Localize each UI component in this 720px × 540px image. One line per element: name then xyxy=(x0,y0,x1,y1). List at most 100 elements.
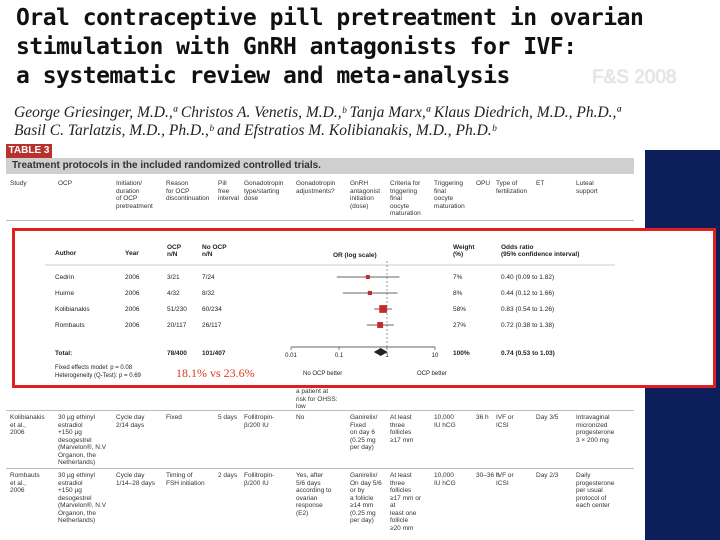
forest-header-no-ocp: No OCP n/N xyxy=(202,244,227,258)
forest-header-ocp: OCP n/N xyxy=(167,244,182,258)
forest-favors-right: OCP better xyxy=(417,371,447,377)
table-header: Luteal support xyxy=(576,180,598,195)
event-rate-annotation: 18.1% vs 23.6% xyxy=(176,366,255,380)
forest-plot-panel: Author Year OCP n/N No OCP n/N OR (log sca… xyxy=(12,228,716,388)
forest-tick-label: 1 xyxy=(385,353,389,359)
table-cell-ocp: 30 µg ethinyl estradiol +150 µg desogest… xyxy=(58,414,107,466)
author-list: George Griesinger, M.D.,ª Christos A. Ve… xyxy=(14,104,714,140)
table-cell-fertilization: IVF or ICSI xyxy=(496,414,514,429)
table-header: Triggering final oocyte maturation xyxy=(434,180,465,210)
forest-study-year: 2006 xyxy=(125,322,140,329)
forest-study-weight: 8% xyxy=(453,290,463,297)
forest-header-plot: OR (log scale) xyxy=(333,252,377,259)
table-header: Study xyxy=(10,180,27,187)
forest-study-or: 0.83 (0.54 to 1.26) xyxy=(501,306,554,313)
journal-watermark: F&S 2008 xyxy=(592,67,677,88)
table-header: Gonadotropin adjustments? xyxy=(296,180,336,195)
forest-study-no-ocp: 8/32 xyxy=(202,290,215,297)
paper-title: Oral contraceptive pill pretreatment in … xyxy=(16,4,644,91)
table-cell-et: Day 3/5 xyxy=(536,414,559,421)
table-header: ET xyxy=(536,180,545,187)
table-cell-reason: Timing of FSH initiation xyxy=(166,472,205,487)
table-header: Reason for OCP discontinuation xyxy=(166,180,210,202)
table-label: TABLE 3 xyxy=(6,144,52,158)
forest-study-year: 2006 xyxy=(125,306,140,313)
table-cell-trigger: 10,000 IU hCG xyxy=(434,414,456,429)
table-cell-fertilization: IVF or ICSI xyxy=(496,472,514,487)
table-cell-criteria: At least three follicles ≥17 mm xyxy=(390,414,414,444)
forest-study-ocp: 4/32 xyxy=(167,290,180,297)
forest-tick-label: 0.1 xyxy=(335,353,344,359)
table-cell-initiation: Cycle day 1/14–28 days xyxy=(116,472,156,487)
forest-study-author: Kolibianakis xyxy=(55,306,90,313)
forest-total-weight: 100% xyxy=(453,350,470,357)
forest-footnote: Heterogeneity (Q-Test): p = 0.69 xyxy=(55,373,142,379)
forest-study-or: 0.40 (0.09 to 1.82) xyxy=(501,274,554,281)
authors-line-2: Basil C. Tarlatzis, M.D., Ph.D.,ᵇ and Ef… xyxy=(14,122,496,139)
table-rule xyxy=(6,220,634,221)
forest-study-or: 0.72 (0.38 to 1.38) xyxy=(501,322,554,329)
title-line-2: stimulation with GnRH antagonists for IV… xyxy=(16,34,577,60)
forest-favors-left: No OCP better xyxy=(303,371,342,377)
table-header: Criteria for triggering final oocyte mat… xyxy=(390,180,421,217)
table-cell-trigger: 10,000 IU hCG xyxy=(434,472,456,487)
table-rule xyxy=(6,468,634,469)
table-header: OCP xyxy=(58,180,73,187)
table-cell-study: Rombauts et al., 2006 xyxy=(10,472,40,494)
table-cell-adjust: Yes, after 5/6 days according to ovarian… xyxy=(296,472,332,517)
title-line-3: a systematic review and meta-analysis xyxy=(16,63,510,89)
forest-total-label: Total: xyxy=(55,350,72,357)
forest-point xyxy=(377,322,384,328)
forest-study-no-ocp: 60/234 xyxy=(202,306,222,313)
partial-row-text: a patient at risk for OHSS: low xyxy=(296,388,338,410)
forest-point xyxy=(365,275,370,279)
forest-summary-diamond xyxy=(373,348,388,356)
forest-plot: Author Year OCP n/N No OCP n/N OR (log sca… xyxy=(45,244,615,379)
forest-study-year: 2006 xyxy=(125,274,140,281)
forest-total-ocp: 78/400 xyxy=(167,350,187,357)
table-cell-opu: 30–36 h xyxy=(476,472,500,479)
forest-header-or: Odds ratio (95% confidence interval) xyxy=(501,244,579,258)
forest-tick-label: 10 xyxy=(432,353,439,359)
forest-rows: Cedrin 2006 3/21 7/24 7% 0.40 (0.09 to 1.82) H… xyxy=(55,274,554,329)
forest-study-author: Cedrin xyxy=(55,274,75,281)
forest-header-year: Year xyxy=(125,250,139,257)
forest-study-ocp: 51/230 xyxy=(167,306,187,313)
forest-study-ocp: 3/21 xyxy=(167,274,180,281)
table-cell-initiation: Cycle day 2/14 days xyxy=(116,414,145,429)
forest-total-or: 0.74 (0.53 to 1.03) xyxy=(501,350,555,357)
forest-study-no-ocp: 26/117 xyxy=(202,322,222,329)
forest-point xyxy=(379,305,387,313)
table-header: GnRH antagonist initiation (dose) xyxy=(350,180,380,210)
table-cell-criteria: At least three follicles ≥17 mm or at le… xyxy=(390,472,422,532)
table-cell-et: Day 2/3 xyxy=(536,472,559,479)
forest-point xyxy=(367,290,372,296)
table-header: OPU xyxy=(476,180,491,187)
table-header: Initiation/ duration of OCP pretreatment xyxy=(116,180,153,210)
table-rule xyxy=(6,410,634,411)
table-cell-pill-free: 5 days xyxy=(218,414,238,421)
table-cell-adjust: No xyxy=(296,414,305,421)
table-cell-antagonist: Ganirelix/ On day 5/6 or by a follicle ≥… xyxy=(350,472,382,524)
table-cell-opu: 36 h xyxy=(476,414,489,421)
table-header: Type of fertilization xyxy=(496,180,528,195)
authors-line-1: George Griesinger, M.D.,ª Christos A. Ve… xyxy=(14,104,621,121)
forest-study-author: Huirne xyxy=(55,290,75,297)
table-cell-gonadotropin: Follitropin- β/200 IU xyxy=(244,472,275,487)
forest-header-weight: Weight (%) xyxy=(453,244,475,258)
forest-study-weight: 27% xyxy=(453,322,466,329)
table-cell-gonadotropin: Follitropin- β/200 IU xyxy=(244,414,275,429)
title-line-1: Oral contraceptive pill pretreatment in … xyxy=(16,5,644,31)
forest-study-weight: 58% xyxy=(453,306,466,313)
forest-study-ocp: 20/117 xyxy=(167,322,187,329)
forest-study-or: 0.44 (0.12 to 1.66) xyxy=(501,290,554,297)
table-caption: Treatment protocols in the included rand… xyxy=(6,158,634,174)
table-cell-study: Kolibianakis et al., 2006 xyxy=(10,414,45,436)
forest-study-weight: 7% xyxy=(453,274,463,281)
forest-study-no-ocp: 7/24 xyxy=(202,274,215,281)
forest-header-author: Author xyxy=(55,250,77,257)
table-cell-ocp: 30 µg ethinyl estradiol +150 µg desogest… xyxy=(58,472,107,524)
forest-footnote: Fixed effects model: p = 0.08 xyxy=(55,365,133,371)
forest-total-no-ocp: 101/407 xyxy=(202,350,226,357)
table-cell-antagonist: Ganirelix/ Fixed on day 6 (0.25 mg per d… xyxy=(350,414,378,451)
